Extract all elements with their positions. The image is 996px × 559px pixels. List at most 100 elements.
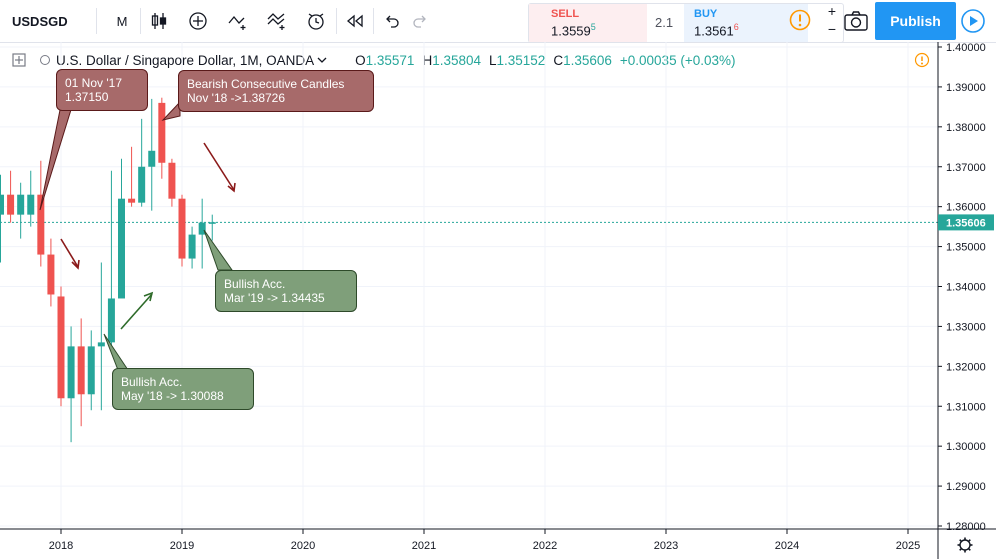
- toolbar-divider: [373, 8, 374, 34]
- candle-body: [0, 194, 4, 215]
- annotation-bullish-may18[interactable]: Bullish Acc. May '18 -> 1.30088: [112, 368, 254, 410]
- annotation-text: 01 Nov '17 1.37150: [65, 76, 122, 104]
- candle-body: [148, 150, 156, 167]
- bearish-arrowhead: [227, 182, 236, 193]
- price-tick-label: 1.34000: [946, 282, 986, 294]
- time-tick-label: 2019: [170, 540, 194, 552]
- bullish-arrowhead: [143, 291, 154, 302]
- zoom-in-button[interactable]: +: [827, 3, 837, 19]
- candle: [47, 238, 55, 307]
- price-tick-label: 1.28000: [946, 521, 986, 533]
- top-toolbar: USDSGD M SELL 1.35595 2.1 BUY 1.35616: [0, 0, 996, 43]
- candle: [37, 160, 45, 267]
- candle: [57, 286, 65, 407]
- candle-body: [47, 254, 55, 295]
- candles-icon[interactable]: [143, 0, 175, 42]
- candle: [67, 326, 75, 443]
- annotation-text: Bullish Acc. Mar '19 -> 1.34435: [224, 277, 325, 305]
- candle: [7, 170, 15, 223]
- zoom-controls: + −: [822, 2, 842, 38]
- time-tick-label: 2023: [654, 540, 678, 552]
- chart-title[interactable]: U.S. Dollar / Singapore Dollar, 1M, OAND…: [56, 52, 315, 68]
- interval-button[interactable]: M: [116, 13, 128, 29]
- candle-body: [138, 166, 146, 203]
- price-tick-label: 1.39000: [946, 82, 986, 94]
- candles: [0, 97, 216, 443]
- zoom-out-button[interactable]: −: [827, 21, 837, 37]
- candle: [77, 318, 85, 427]
- price-tick-label: 1.32000: [946, 361, 986, 373]
- candle: [158, 97, 166, 179]
- candle-body: [198, 222, 206, 235]
- change-value: +0.00035 (+0.03%): [619, 52, 736, 68]
- candle-body: [168, 162, 176, 199]
- low-value: 1.35152: [496, 52, 546, 68]
- annotation-bearish-nov18[interactable]: Bearish Consecutive Candles Nov '18 ->1.…: [178, 70, 374, 112]
- alert-info-icon[interactable]: [914, 52, 930, 68]
- chevron-down-icon[interactable]: [317, 56, 327, 64]
- candle-body: [128, 198, 136, 203]
- annotation-bullish-mar19[interactable]: Bullish Acc. Mar '19 -> 1.34435: [215, 270, 357, 312]
- close-label: C: [553, 52, 564, 68]
- candle: [107, 170, 115, 347]
- settings-icon[interactable]: [957, 537, 973, 553]
- candle: [118, 158, 125, 299]
- high-label: H: [422, 52, 433, 68]
- alert-icon[interactable]: [300, 0, 332, 42]
- open-label: O: [355, 52, 366, 68]
- add-indicator-icon[interactable]: [182, 0, 214, 42]
- warning-icon[interactable]: [788, 8, 812, 32]
- candle-body: [37, 194, 45, 255]
- expand-icon[interactable]: [12, 53, 26, 67]
- toolbar-divider: [140, 8, 141, 34]
- sell-button[interactable]: SELL 1.35595: [529, 4, 647, 42]
- time-axis[interactable]: 2018 2019 2020 2021 2022 2023 2024 2025: [0, 528, 996, 553]
- chart-legend: U.S. Dollar / Singapore Dollar, 1M, OAND…: [12, 50, 735, 70]
- candle-body: [118, 198, 125, 299]
- callout-pointer: [203, 229, 233, 271]
- time-tick-label: 2021: [412, 540, 436, 552]
- low-label: L: [489, 52, 497, 68]
- annotation-bearish-nov17[interactable]: 01 Nov '17 1.37150: [56, 69, 148, 111]
- candle: [148, 98, 156, 211]
- bearish-arrow: [203, 142, 235, 191]
- close-value: 1.35606: [563, 52, 612, 68]
- bullish-arrow: [120, 293, 153, 330]
- price-chart[interactable]: 1.40000 1.39000 1.38000 1.37000 1.36000 1.350…: [0, 42, 996, 559]
- candle: [87, 330, 95, 411]
- replay-icon[interactable]: [339, 0, 371, 42]
- symbol-search-button[interactable]: USDSGD: [12, 13, 68, 29]
- price-tick-label: 1.30000: [946, 441, 986, 453]
- candle: [138, 118, 146, 207]
- buy-label: BUY: [694, 8, 718, 20]
- candle-body: [57, 296, 65, 399]
- buy-button[interactable]: BUY 1.35616: [684, 4, 808, 42]
- compare-icon[interactable]: [222, 0, 254, 42]
- price-tick-label: 1.35000: [946, 242, 986, 254]
- callout-pointer: [39, 99, 75, 211]
- undo-icon[interactable]: [376, 0, 408, 42]
- candle-body: [77, 346, 85, 395]
- camera-icon[interactable]: [842, 8, 870, 34]
- candle-body: [107, 298, 115, 343]
- indicators-icon[interactable]: [261, 0, 293, 42]
- annotation-text: Bearish Consecutive Candles Nov '18 ->1.…: [187, 77, 345, 105]
- buy-pip: 6: [733, 22, 739, 32]
- last-price-marker: [938, 214, 994, 231]
- publish-button[interactable]: Publish: [875, 2, 956, 40]
- redo-icon[interactable]: [404, 0, 436, 42]
- play-icon[interactable]: [958, 6, 988, 36]
- candle-body: [7, 194, 15, 215]
- sell-label: SELL: [551, 8, 580, 20]
- sell-pip: 5: [590, 22, 596, 32]
- time-tick-label: 2022: [533, 540, 557, 552]
- candle-body: [158, 102, 166, 163]
- time-tick-label: 2018: [49, 540, 73, 552]
- candle: [168, 158, 176, 207]
- candle-body: [178, 198, 186, 259]
- last-price-label: 1.35606: [946, 217, 986, 229]
- price-tick-label: 1.36000: [946, 202, 986, 214]
- price-axis[interactable]: 1.40000 1.39000 1.38000 1.37000 1.36000 1.350…: [937, 42, 994, 559]
- high-value: 1.35804: [432, 52, 481, 68]
- candle: [188, 226, 196, 269]
